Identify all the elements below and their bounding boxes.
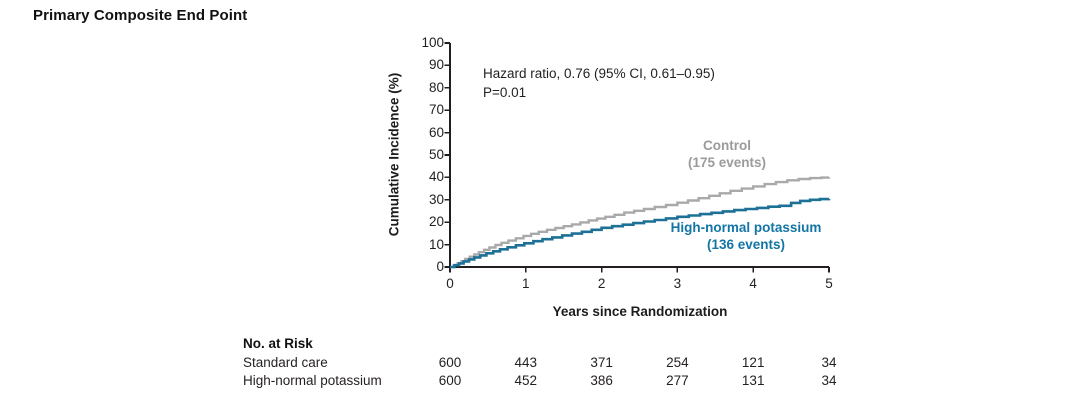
x-tick-label-2: 2 — [597, 276, 606, 291]
risk-row-label-high-normal-potassium: High-normal potassium — [243, 373, 382, 388]
x-axis-title: Years since Randomization — [552, 304, 728, 319]
risk-cell-row1-col5: 34 — [821, 373, 837, 388]
y-tick-label-70: 70 — [428, 102, 444, 118]
x-tick-label-5: 5 — [825, 276, 833, 291]
x-tick-label-0: 0 — [446, 276, 454, 291]
legend-potassium-name: High-normal potassium — [670, 220, 822, 235]
risk-cell-row1-col3: 277 — [666, 373, 689, 388]
risk-cell-row0-col4: 121 — [741, 355, 765, 370]
legend-potassium-events: (136 events) — [706, 237, 786, 252]
risk-cell-row0-col2: 371 — [590, 355, 613, 370]
risk-table-header: No. at Risk — [243, 336, 313, 351]
x-tick-label-1: 1 — [522, 276, 530, 291]
risk-cell-row1-col2: 386 — [590, 373, 613, 388]
y-tick-label-30: 30 — [428, 191, 444, 207]
risk-cell-row1-col4: 131 — [741, 373, 765, 388]
y-tick-label-100: 100 — [421, 35, 444, 50]
x-tick-label-3: 3 — [673, 276, 682, 291]
risk-cell-row0-col1: 443 — [514, 355, 538, 370]
legend-control-events: (175 events) — [687, 155, 767, 170]
potassium-curve — [450, 197, 831, 269]
risk-cell-row1-col0: 600 — [438, 373, 462, 388]
y-tick-label-90: 90 — [428, 57, 444, 73]
x-tick-label-4: 4 — [749, 276, 757, 291]
y-tick-label-0: 0 — [436, 259, 444, 274]
risk-cell-row0-col3: 254 — [666, 355, 689, 370]
y-axis-title-text: Cumulative Incidence (%) — [386, 72, 402, 237]
p-value-annotation: P=0.01 — [483, 85, 527, 100]
risk-row-label-standard-care: Standard care — [243, 355, 328, 370]
risk-cell-row0-col0: 600 — [438, 355, 462, 370]
km-plot — [444, 42, 831, 273]
legend-control-name: Control — [703, 138, 751, 153]
y-tick-label-80: 80 — [428, 79, 444, 95]
y-tick-label-10: 10 — [428, 236, 444, 252]
axis-ticks — [444, 42, 830, 273]
y-tick-label-40: 40 — [428, 169, 444, 185]
risk-cell-row0-col5: 34 — [821, 355, 837, 370]
y-tick-label-20: 20 — [428, 214, 444, 230]
control-curve — [450, 176, 831, 269]
y-tick-label-50: 50 — [428, 147, 444, 162]
figure-title: Primary Composite End Point — [33, 7, 248, 24]
risk-cell-row1-col1: 452 — [514, 373, 538, 388]
hazard-ratio-annotation: Hazard ratio, 0.76 (95% CI, 0.61–0.95) — [483, 66, 715, 81]
y-tick-label-60: 60 — [428, 124, 444, 140]
